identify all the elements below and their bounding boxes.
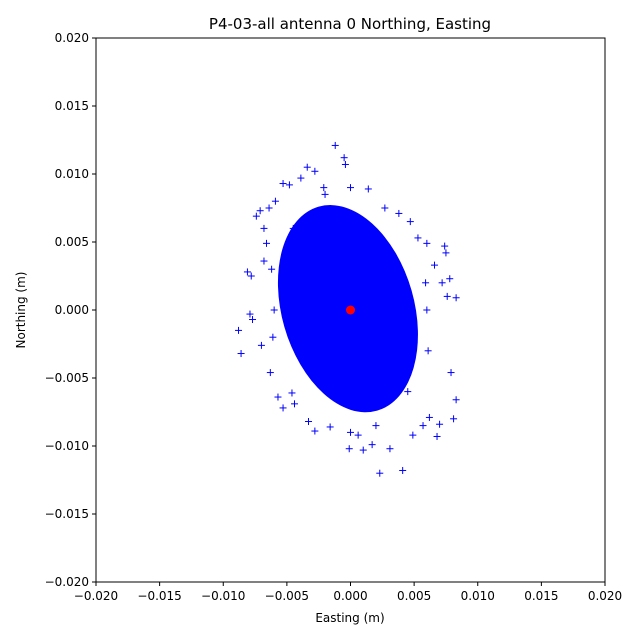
x-tick-label: 0.010	[461, 589, 495, 603]
y-tick-label: −0.005	[45, 371, 89, 385]
data-point	[424, 347, 432, 355]
data-point	[243, 268, 251, 276]
data-point	[311, 427, 319, 435]
data-point	[279, 404, 287, 412]
data-point	[237, 350, 245, 358]
data-point	[446, 275, 454, 283]
data-point	[447, 369, 455, 377]
data-point	[249, 316, 257, 324]
data-point	[404, 388, 412, 396]
data-point	[443, 292, 451, 300]
data-point	[441, 242, 449, 250]
data-point	[271, 197, 279, 205]
data-point	[260, 224, 268, 232]
data-point	[345, 445, 353, 453]
y-tick-label: 0.005	[55, 235, 89, 249]
data-point	[414, 234, 422, 242]
data-point	[247, 272, 255, 280]
data-point	[386, 445, 394, 453]
x-tick-label: −0.010	[201, 589, 245, 603]
data-point	[450, 415, 458, 423]
data-point	[285, 181, 293, 189]
data-point	[419, 422, 427, 430]
data-point	[372, 422, 380, 430]
x-tick-label: 0.015	[524, 589, 558, 603]
data-point	[303, 163, 311, 171]
data-point	[326, 423, 334, 431]
y-tick-label: −0.020	[45, 575, 89, 589]
mean-point	[346, 305, 355, 315]
data-point	[422, 279, 430, 287]
data-point	[331, 141, 339, 149]
data-point	[256, 207, 264, 215]
data-point	[438, 279, 446, 287]
data-point	[347, 428, 354, 436]
data-point	[260, 257, 268, 265]
data-point	[409, 431, 417, 439]
data-point	[270, 306, 278, 314]
data-point	[423, 239, 431, 247]
data-point	[442, 249, 450, 257]
data-point	[257, 341, 265, 349]
data-point	[311, 167, 319, 175]
x-tick-label: 0.005	[397, 589, 431, 603]
data-point	[436, 420, 444, 428]
data-point	[359, 446, 367, 454]
data-point	[289, 224, 297, 232]
data-point	[399, 466, 407, 474]
data-point	[347, 184, 354, 192]
x-tick-label: 0.000	[333, 589, 367, 603]
data-point	[252, 212, 260, 220]
x-tick-label: −0.005	[265, 589, 309, 603]
data-point	[279, 180, 287, 188]
data-point	[406, 218, 414, 226]
chart-title: P4-03-all antenna 0 Northing, Easting	[209, 15, 491, 33]
data-point	[288, 389, 296, 397]
data-point	[368, 441, 376, 449]
data-point	[452, 294, 460, 302]
data-point	[268, 265, 276, 273]
y-tick-label: 0.015	[55, 99, 89, 113]
y-tick-label: −0.015	[45, 507, 89, 521]
data-point	[297, 174, 305, 182]
data-point	[321, 190, 329, 198]
data-point	[266, 369, 274, 377]
data-point	[305, 418, 313, 426]
data-point	[423, 306, 431, 314]
data-point	[263, 239, 271, 247]
data-point	[340, 154, 348, 162]
data-point	[452, 396, 460, 404]
x-tick-label: −0.015	[137, 589, 181, 603]
data-point	[395, 209, 403, 217]
plot-area	[235, 141, 460, 477]
data-point	[354, 431, 362, 439]
data-point	[269, 333, 277, 341]
data-point	[265, 204, 273, 212]
y-tick-label: −0.010	[45, 439, 89, 453]
plot-frame	[95, 37, 606, 583]
x-tick-label: 0.020	[588, 589, 622, 603]
data-point	[364, 185, 372, 193]
data-point	[433, 432, 441, 440]
y-axis-label: Northing (m)	[14, 272, 28, 349]
data-point	[274, 393, 282, 401]
data-point	[376, 469, 384, 477]
y-tick-label: 0.000	[55, 303, 89, 317]
x-tick-label: −0.020	[74, 589, 118, 603]
data-point	[430, 261, 438, 269]
axis-ticks: −0.020 −0.015 −0.010 −0.005 0.000 0.005 0.010 0…	[45, 31, 623, 603]
data-point	[425, 413, 433, 421]
data-point	[320, 184, 328, 192]
data-point	[246, 310, 254, 318]
y-tick-label: 0.010	[55, 167, 89, 181]
data-point	[291, 400, 299, 408]
data-point	[235, 326, 243, 334]
data-point	[341, 160, 349, 168]
x-axis-label: Easting (m)	[315, 611, 384, 625]
y-tick-label: 0.020	[55, 31, 89, 45]
data-point	[381, 204, 389, 212]
